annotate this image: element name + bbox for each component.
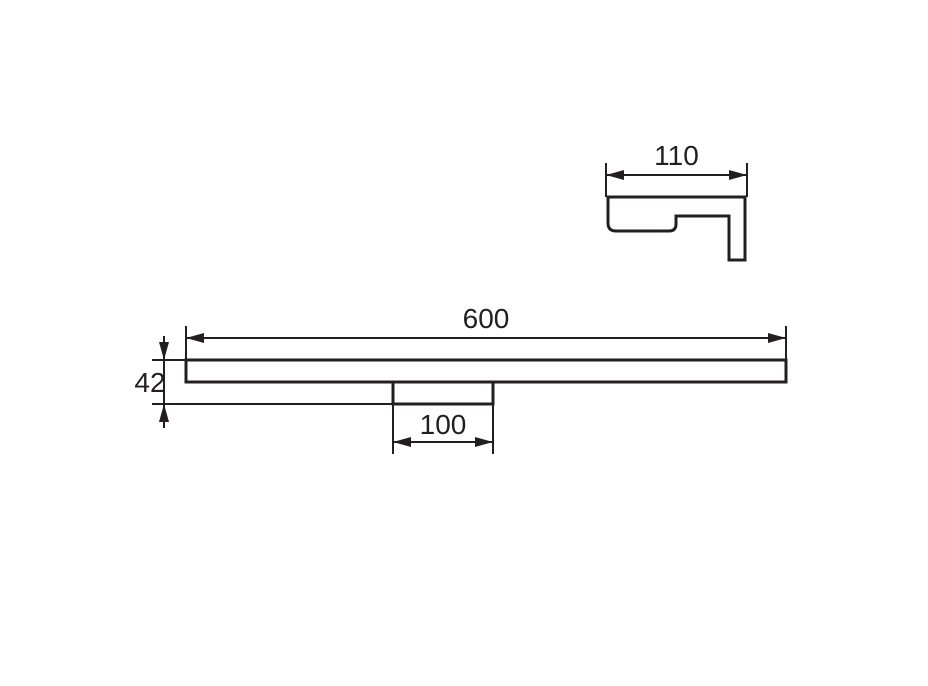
front-view-mount bbox=[393, 382, 493, 404]
dimension-label-width: 600 bbox=[463, 303, 510, 334]
front-view-body bbox=[186, 360, 786, 382]
dimension-arrowhead bbox=[159, 342, 169, 360]
dimension-arrowhead bbox=[159, 404, 169, 422]
dimension-arrowhead bbox=[475, 437, 493, 447]
side-view-outline bbox=[608, 197, 745, 260]
dimension-arrowhead bbox=[393, 437, 411, 447]
dimension-label-depth: 110 bbox=[654, 140, 699, 171]
technical-drawing: 110 600 100 42 bbox=[0, 0, 928, 686]
dimension-label-mount: 100 bbox=[420, 409, 467, 440]
dimension-label-height: 42 bbox=[134, 367, 165, 398]
dimension-arrowhead bbox=[606, 170, 624, 180]
dimension-arrowhead bbox=[768, 333, 786, 343]
dimension-arrowhead bbox=[186, 333, 204, 343]
dimension-arrowhead bbox=[729, 170, 747, 180]
